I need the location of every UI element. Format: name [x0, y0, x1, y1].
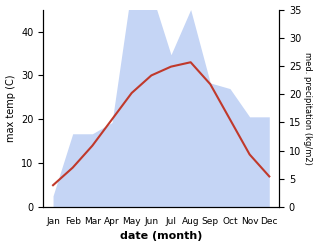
Y-axis label: max temp (C): max temp (C) — [5, 75, 16, 142]
X-axis label: date (month): date (month) — [120, 231, 202, 242]
Y-axis label: med. precipitation (kg/m2): med. precipitation (kg/m2) — [303, 52, 313, 165]
